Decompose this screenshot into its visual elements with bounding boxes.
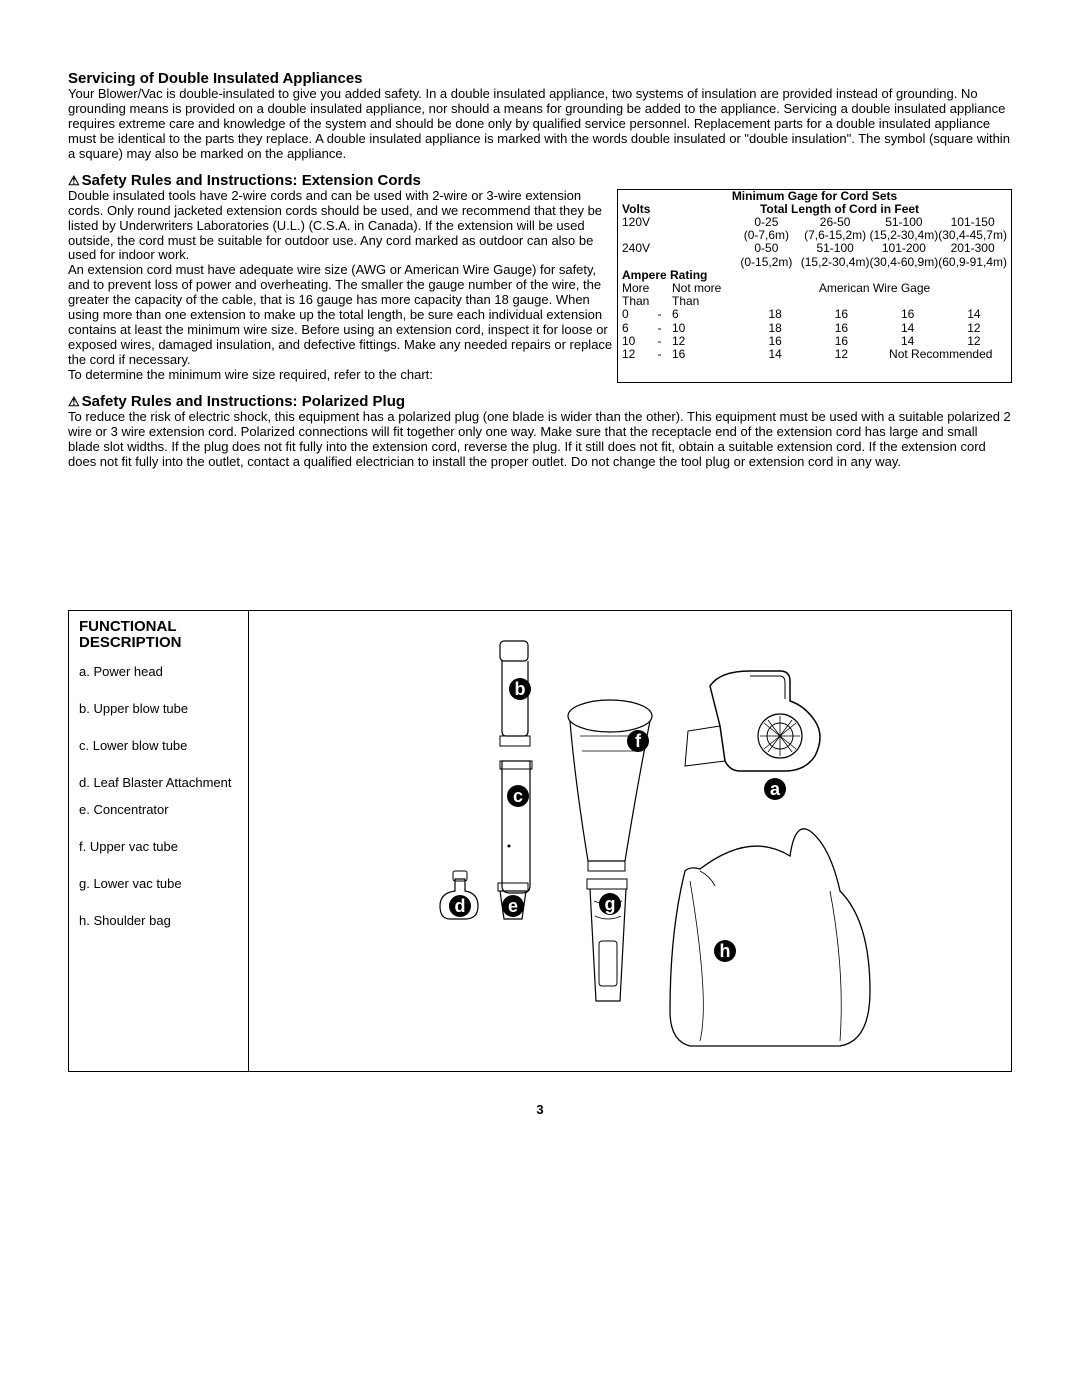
- legend-item-d: d. Leaf Blaster Attachment: [79, 775, 238, 790]
- table-row: 12 - 16 14 12 Not Recommended: [622, 348, 1007, 361]
- page: Servicing of Double Insulated Appliances…: [0, 0, 1080, 1157]
- table-row: 10 - 12 16 16 14 12: [622, 335, 1007, 348]
- diagram-label-g: g: [605, 894, 616, 914]
- heading-polarized-plug: Safety Rules and Instructions: Polarized…: [68, 393, 1012, 410]
- functional-legend: FUNCTIONAL DESCRIPTION a. Power head b. …: [69, 611, 249, 1071]
- legend-item-b: b. Upper blow tube: [79, 701, 238, 716]
- functional-description-box: FUNCTIONAL DESCRIPTION a. Power head b. …: [68, 610, 1012, 1072]
- legend-item-h: h. Shoulder bag: [79, 913, 238, 928]
- legend-item-g: g. Lower vac tube: [79, 876, 238, 891]
- diagram-part-c: [500, 761, 532, 893]
- section-polarized-plug: Safety Rules and Instructions: Polarized…: [68, 393, 1012, 470]
- diagram-label-a: a: [770, 779, 781, 799]
- table-row-240v: 240V 0-50 51-100 101-200 201-300: [622, 242, 1007, 255]
- legend-item-c: c. Lower blow tube: [79, 738, 238, 753]
- diagram-label-e: e: [508, 896, 518, 916]
- functional-diagram: a b c: [249, 611, 1011, 1071]
- table-row: 6 - 10 18 16 14 12: [622, 322, 1007, 335]
- diagram-part-a: [685, 671, 820, 771]
- section-servicing: Servicing of Double Insulated Appliances…: [68, 70, 1012, 162]
- page-number: 3: [68, 1102, 1012, 1117]
- table-ampere-header: More Than Not more Than American Wire Ga…: [622, 282, 1007, 308]
- body-extension-cords: Double insulated tools have 2-wire cords…: [68, 189, 613, 383]
- body-polarized-plug: To reduce the risk of electric shock, th…: [68, 410, 1012, 470]
- heading-servicing: Servicing of Double Insulated Appliances: [68, 70, 1012, 87]
- diagram-label-h: h: [720, 941, 731, 961]
- parts-diagram-svg: a b c: [350, 621, 910, 1061]
- legend-item-a: a. Power head: [79, 664, 238, 679]
- cord-gage-table: Minimum Gage for Cord Sets Volts Total L…: [617, 189, 1012, 383]
- legend-item-e: e. Concentrator: [79, 802, 238, 817]
- legend-item-f: f. Upper vac tube: [79, 839, 238, 854]
- diagram-part-h: [670, 828, 870, 1045]
- body-servicing: Your Blower/Vac is double-insulated to g…: [68, 87, 1012, 162]
- diagram-label-d: d: [455, 896, 466, 916]
- diagram-label-c: c: [513, 786, 523, 806]
- table-title: Minimum Gage for Cord Sets: [622, 190, 1007, 203]
- heading-extension-cords: Safety Rules and Instructions: Extension…: [68, 172, 1012, 189]
- diagram-part-f: [568, 700, 652, 871]
- diagram-label-b: b: [515, 679, 526, 699]
- table-row-120v-metric: (0-7,6m) (7,6-15,2m) (15,2-30,4m) (30,4-…: [622, 229, 1007, 242]
- functional-title: FUNCTIONAL DESCRIPTION: [79, 619, 238, 652]
- table-row-240v-metric: (0-15,2m) (15,2-30,4m) (30,4-60,9m) (60,…: [622, 256, 1007, 269]
- diagram-label-f: f: [635, 731, 642, 751]
- table-row: 0 - 6 18 16 16 14: [622, 308, 1007, 321]
- section-extension-cords: Safety Rules and Instructions: Extension…: [68, 172, 1012, 383]
